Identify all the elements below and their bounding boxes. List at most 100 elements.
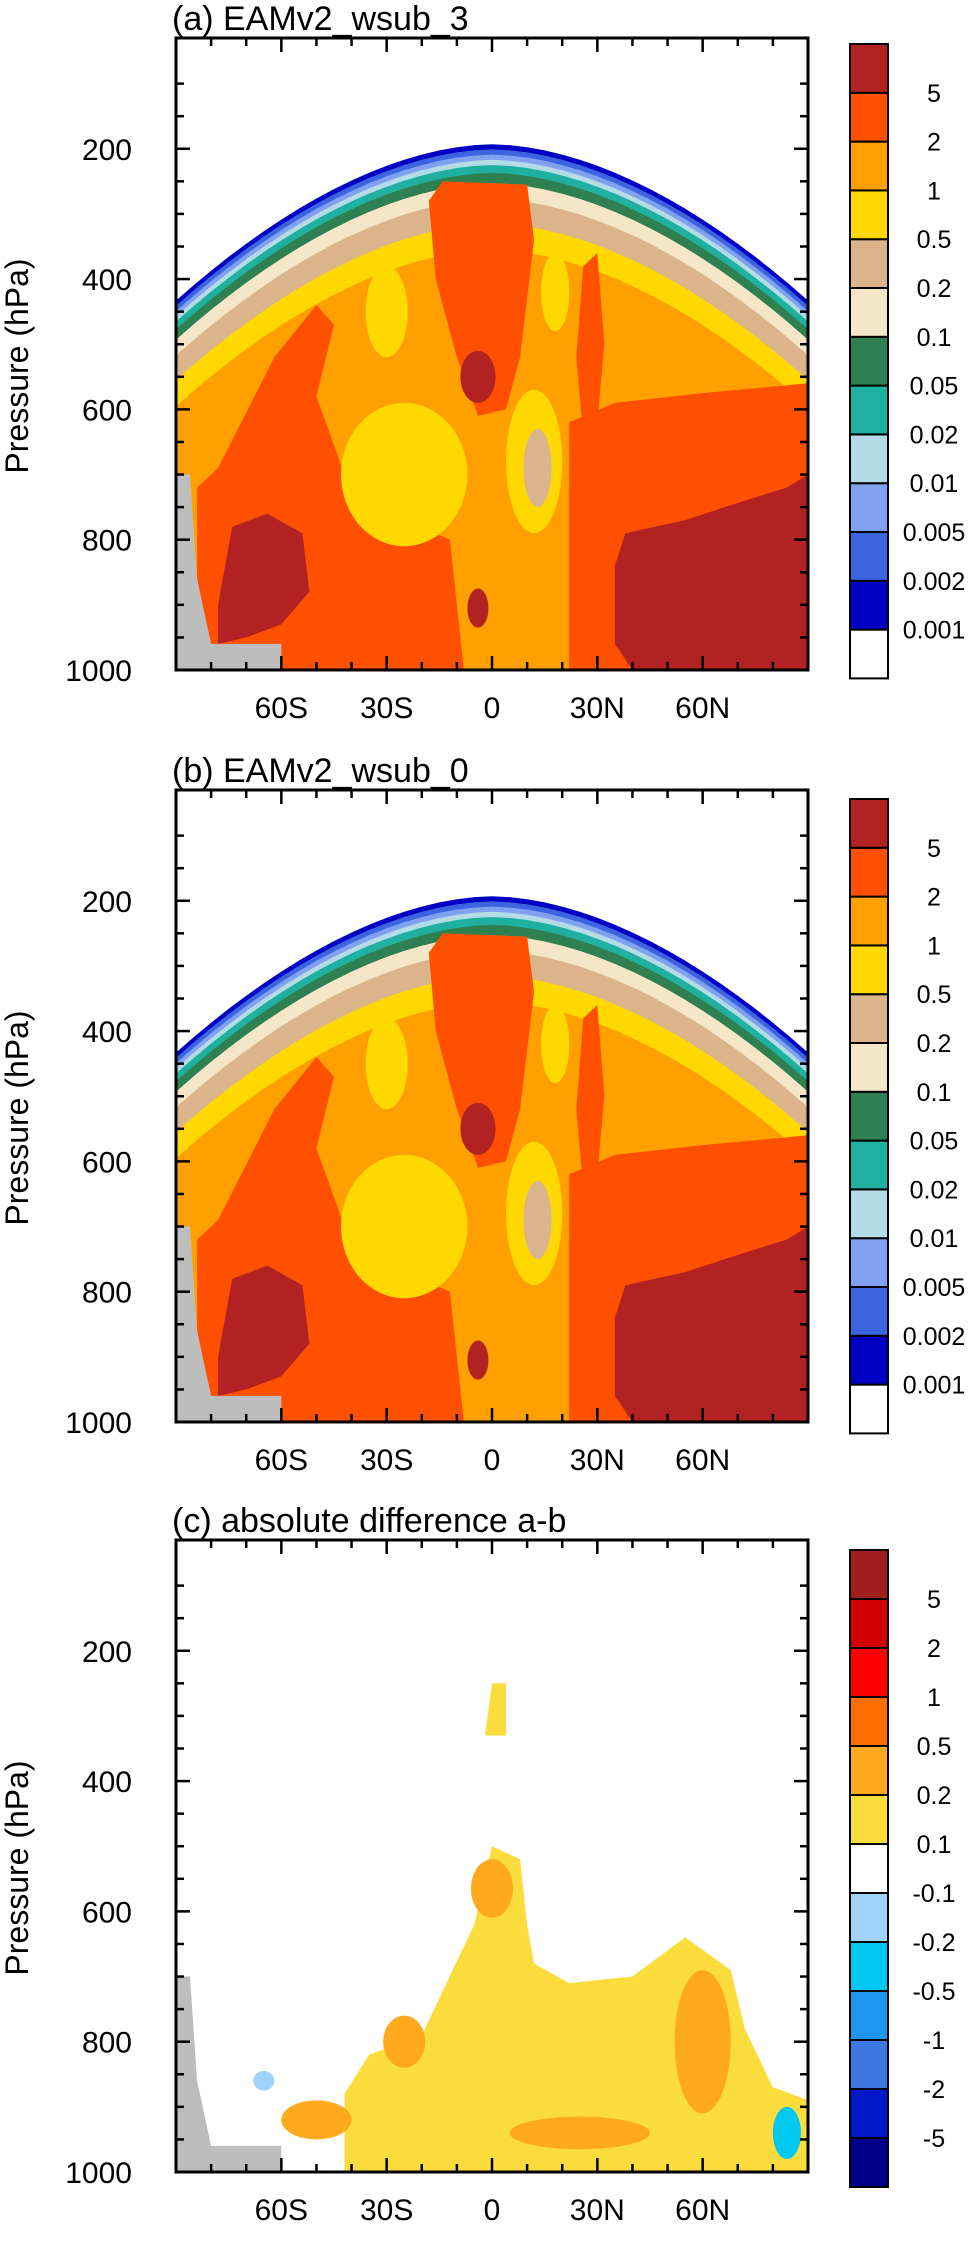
colorbar-box — [849, 384, 889, 436]
contour-patch-0.5-upper — [365, 1018, 408, 1110]
x-tick-label: 60N — [675, 692, 730, 725]
colorbar-label: 0.005 — [903, 1274, 966, 1302]
colorbar-box — [849, 140, 889, 192]
colorbar-box — [849, 798, 889, 849]
colorbar-box — [849, 433, 889, 485]
contour-core-5-south — [218, 513, 310, 644]
y-tick-label: 200 — [82, 134, 132, 167]
x-tick-label: 30N — [570, 692, 625, 725]
colorbar-box — [849, 993, 889, 1045]
contour-patch-0.5-south — [341, 402, 468, 547]
missing-data-region — [176, 1976, 282, 2172]
colorbar-label: 0.1 — [917, 1831, 952, 1859]
contour-patch-0.5-upper — [365, 266, 408, 358]
colorbar-box — [849, 895, 889, 947]
colorbar-box — [849, 482, 889, 534]
colorbar-box — [849, 91, 889, 143]
colorbar-label: 1 — [927, 177, 941, 205]
x-tick-label: 60S — [255, 2194, 308, 2227]
colorbar-box — [849, 579, 889, 631]
panel-title: (c) absolute difference a-b — [172, 1502, 566, 1540]
colorbar-box — [849, 1941, 889, 1992]
colorbar-box — [849, 1549, 889, 1600]
colorbar-box — [849, 1042, 889, 1093]
contour-band-2-tower — [428, 181, 535, 416]
colorbar-label: 0.001 — [903, 617, 966, 645]
contour-diff-neg-0.2 — [772, 2106, 801, 2159]
colorbar-label: 0.02 — [910, 421, 959, 449]
contour-band-2-streak — [576, 1005, 605, 1188]
colorbar-box — [849, 2039, 889, 2090]
colorbar: 0.001 0.002 0.005 0.01 0.02 0.05 0.1 0.2 0.5 1 2 5 — [849, 798, 966, 1435]
colorbar-label: 0.1 — [917, 1079, 952, 1107]
colorbar-label: 2 — [927, 1635, 941, 1663]
y-tick-label: 200 — [82, 1636, 132, 1669]
x-tick-label: 60S — [255, 1444, 308, 1477]
contour-patch-0.5-north — [541, 253, 570, 332]
colorbar-label: 5 — [927, 835, 941, 863]
colorbar-label: 0.2 — [917, 275, 952, 303]
colorbar-box — [849, 1598, 889, 1649]
colorbar-box — [849, 1843, 889, 1894]
colorbar-box — [849, 1090, 889, 1142]
panel-title: (b) EAMv2_wsub_0 — [172, 752, 469, 790]
colorbar-box — [849, 287, 889, 338]
contour-diff-0.2-mid — [383, 2015, 426, 2068]
colorbar-label: 0.05 — [910, 373, 959, 401]
colorbar-box — [849, 531, 889, 582]
colorbar-box — [849, 1647, 889, 1698]
colorbar-box — [849, 1188, 889, 1240]
colorbar-label: 0.2 — [917, 1782, 952, 1810]
contour-diff-0.2-low — [509, 2116, 650, 2150]
contour-core-5-north — [614, 1226, 808, 1422]
colorbar-label: 0.05 — [910, 1128, 959, 1156]
colorbar-box — [849, 1334, 889, 1386]
panel-3: (c) absolute difference a-b Pressure (hPa… — [0, 1502, 956, 2227]
contour-core-5-tower — [460, 1102, 496, 1155]
colorbar-box — [849, 43, 889, 94]
colorbar-box — [849, 1237, 889, 1288]
colorbar-label: 0.5 — [917, 226, 952, 254]
y-axis-label: Pressure (hPa) — [0, 258, 35, 473]
y-tick-label: 600 — [82, 1146, 132, 1179]
colorbar: 0.001 0.002 0.005 0.01 0.02 0.05 0.1 0.2 0.5 1 2 5 — [849, 43, 966, 680]
colorbar-label: 0.2 — [917, 1030, 952, 1058]
contour-core-5-small — [467, 588, 489, 628]
colorbar-label: 5 — [927, 1586, 941, 1614]
x-tick-label: 30S — [360, 1444, 413, 1477]
y-tick-label: 800 — [82, 1277, 132, 1310]
contour-diff-0.1-upper — [485, 1683, 506, 1736]
contour-patch-0.2-centre — [523, 428, 552, 508]
colorbar-label: 1 — [927, 1684, 941, 1712]
colorbar-label: -0.5 — [912, 1978, 955, 2006]
y-tick-label: 600 — [82, 1896, 132, 1929]
y-tick-label: 400 — [82, 264, 132, 297]
colorbar-box — [849, 1745, 889, 1796]
y-tick-label: 800 — [82, 2027, 132, 2060]
missing-data-region — [176, 1226, 282, 1422]
panel-1: (a) EAMv2_wsub_3 Pressure (hPa) 200 400 600 8… — [0, 0, 965, 725]
y-tick-label: 1000 — [65, 655, 132, 688]
colorbar-label: -0.2 — [912, 1929, 955, 1957]
colorbar-label: 0.5 — [917, 1733, 952, 1761]
colorbar-label: -5 — [923, 2125, 945, 2153]
colorbar-label: 2 — [927, 884, 941, 912]
colorbar-box — [849, 1990, 889, 2041]
colorbar-label: 0.002 — [903, 1323, 966, 1351]
colorbar-box — [849, 335, 889, 387]
colorbar-box — [849, 1383, 889, 1435]
colorbar-box — [849, 1794, 889, 1845]
contour-core-5-north — [614, 474, 808, 670]
colorbar-label: -2 — [923, 2076, 945, 2104]
y-tick-label: 1000 — [65, 1407, 132, 1440]
x-tick-label: 30N — [570, 2194, 625, 2227]
contour-patch-0.5-south — [341, 1154, 468, 1299]
colorbar-label: 0.01 — [910, 470, 959, 498]
contour-diff-0.2-core — [470, 1859, 514, 1918]
colorbar-label: 0.001 — [903, 1372, 966, 1400]
contour-diff-0.2-south — [281, 2100, 352, 2140]
x-tick-label: 60N — [675, 1444, 730, 1477]
y-tick-label: 1000 — [65, 2157, 132, 2190]
y-axis-label: Pressure (hPa) — [0, 1010, 35, 1225]
